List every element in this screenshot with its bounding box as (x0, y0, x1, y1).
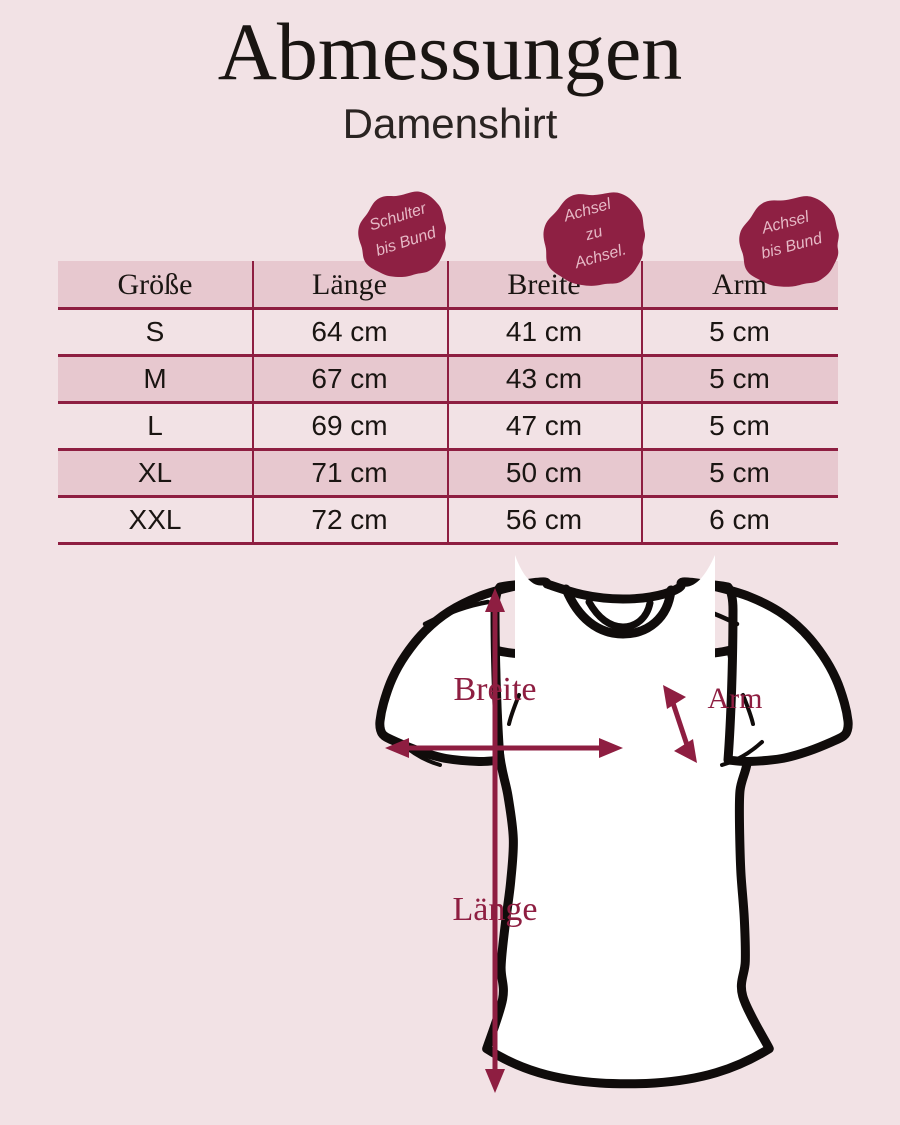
svg-text:Länge: Länge (453, 891, 538, 928)
svg-text:Breite: Breite (453, 671, 536, 708)
svg-text:Arm: Arm (708, 682, 763, 715)
